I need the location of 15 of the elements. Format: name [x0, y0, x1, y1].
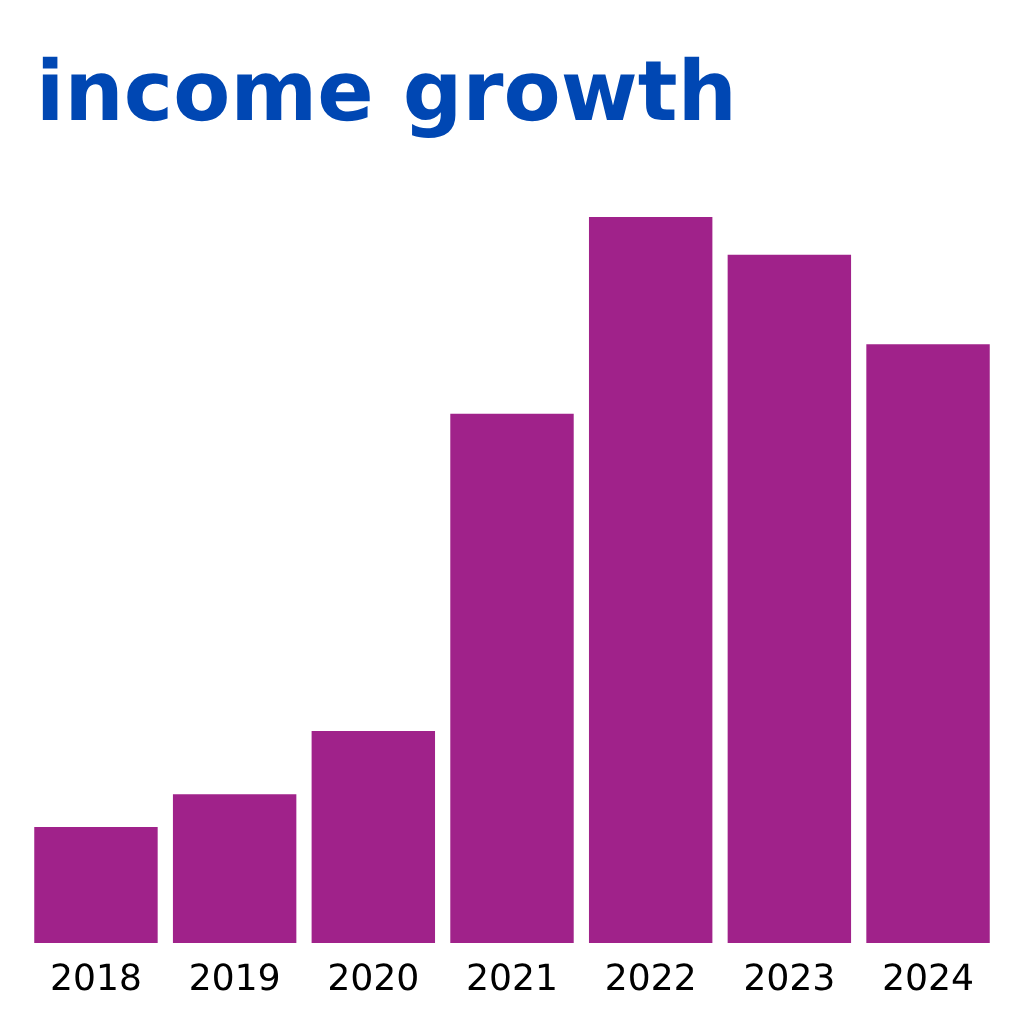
bar [172, 794, 297, 944]
chart-title: income growth [42, 56, 731, 138]
bar [866, 344, 990, 944]
x-tick-label: 2024 [884, 963, 972, 991]
bar [311, 731, 436, 944]
bar [727, 254, 852, 944]
bar [34, 826, 158, 944]
bar [450, 413, 574, 944]
x-tick-label: 2020 [330, 963, 417, 991]
x-tick-label: 2021 [468, 963, 555, 991]
x-tick-label: 2023 [746, 963, 833, 991]
x-tick-label: 2022 [607, 963, 694, 991]
x-tick-label: 2018 [52, 963, 140, 991]
x-tick-label: 2019 [191, 963, 279, 991]
bar [588, 217, 713, 944]
